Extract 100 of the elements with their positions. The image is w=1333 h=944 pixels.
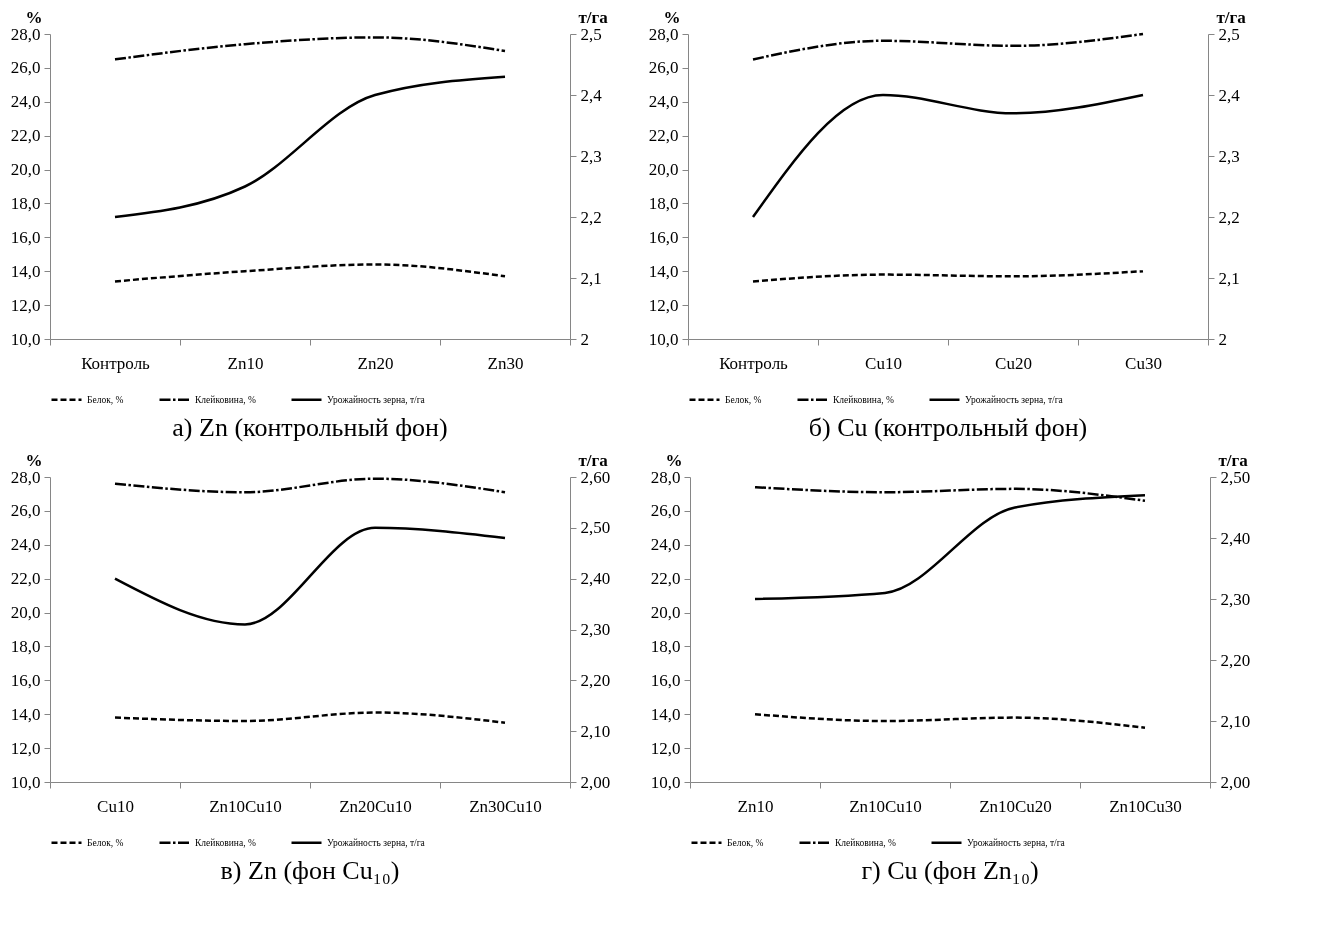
x-tick-label: Zn10Cu10 bbox=[209, 796, 282, 816]
y-tick-label: 12,0 bbox=[10, 295, 41, 315]
legend-label: Клейковина, % bbox=[835, 837, 896, 848]
y-tick-label: 20,0 bbox=[650, 603, 681, 623]
x-tick-label: Cu30 bbox=[1125, 353, 1162, 373]
x-tick-label: Cu10 bbox=[865, 353, 902, 373]
text: а) Zn (контрольный фон) bbox=[172, 413, 448, 442]
y-tick-label: 16,0 bbox=[10, 227, 41, 247]
text: в) Zn (фон Cu₁₀) bbox=[220, 856, 400, 885]
y2-tick-label: 2,5 bbox=[580, 24, 602, 44]
y-tick-label: 26,0 bbox=[10, 501, 41, 521]
y2-tick-label: 2,30 bbox=[1220, 589, 1251, 609]
y2-tick-label: 2,00 bbox=[580, 772, 611, 792]
y2-tick-label: 2,40 bbox=[1220, 528, 1251, 548]
text: б) Cu (контрольный фон) bbox=[808, 413, 1088, 442]
legend-label: Урожайность зерна, т/га bbox=[327, 837, 426, 848]
legend-label: Клейковина, % bbox=[195, 837, 256, 848]
y-tick-label: 18,0 bbox=[10, 636, 41, 656]
y-tick-label: 10,0 bbox=[650, 772, 681, 792]
y2-axis-title: т/га bbox=[578, 450, 609, 470]
y-tick-label: 18,0 bbox=[650, 636, 681, 656]
y-tick-label: 24,0 bbox=[10, 92, 41, 112]
y-tick-label: 28,0 bbox=[648, 24, 679, 44]
line-series bbox=[113, 263, 507, 283]
y-tick-label: 10,0 bbox=[10, 329, 41, 349]
line-series bbox=[751, 32, 1145, 61]
y2-tick-label: 2 bbox=[1218, 329, 1227, 349]
legend-label: Белок, % bbox=[87, 837, 124, 848]
y-tick-label: 24,0 bbox=[10, 535, 41, 555]
y-axis-title: % bbox=[25, 450, 43, 470]
x-tick-label: Cu20 bbox=[995, 353, 1032, 373]
y2-tick-label: 2,4 bbox=[1218, 85, 1241, 105]
y-tick-label: 16,0 bbox=[650, 670, 681, 690]
y2-tick-label: 2,20 bbox=[1220, 650, 1251, 670]
x-tick-label: Zn10 bbox=[737, 796, 774, 816]
y-tick-label: 14,0 bbox=[10, 704, 41, 724]
y-tick-label: 26,0 bbox=[650, 501, 681, 521]
y2-tick-label: 2,1 bbox=[580, 268, 602, 288]
y2-tick-label: 2,5 bbox=[1218, 24, 1240, 44]
legend-label: Белок, % bbox=[87, 394, 124, 405]
legend-label: Белок, % bbox=[727, 837, 764, 848]
y-axis-title: % bbox=[25, 7, 43, 27]
x-tick-label: Zn30 bbox=[487, 353, 524, 373]
y-tick-label: 24,0 bbox=[650, 535, 681, 555]
y-tick-label: 18,0 bbox=[10, 193, 41, 213]
x-tick-label: Контроль bbox=[81, 353, 151, 373]
legend-label: Белок, % bbox=[725, 394, 762, 405]
y2-tick-label: 2,3 bbox=[1218, 146, 1240, 166]
y2-tick-label: 2,2 bbox=[580, 207, 602, 227]
y-tick-label: 14,0 bbox=[10, 261, 41, 281]
y-tick-label: 28,0 bbox=[650, 467, 681, 487]
y-tick-label: 14,0 bbox=[650, 704, 681, 724]
x-tick-label: Cu10 bbox=[97, 796, 134, 816]
legend-label: Урожайность зерна, т/га bbox=[967, 837, 1066, 848]
y2-tick-label: 2,50 bbox=[1220, 467, 1251, 487]
y2-axis-title: т/га bbox=[1216, 7, 1247, 27]
y2-axis-title: т/га bbox=[1218, 450, 1249, 470]
y-tick-label: 12,0 bbox=[10, 738, 41, 758]
y-tick-label: 14,0 bbox=[648, 261, 679, 281]
y-axis-title: % bbox=[665, 450, 683, 470]
line-series bbox=[751, 269, 1145, 283]
x-tick-label: Контроль bbox=[719, 353, 789, 373]
line-series bbox=[113, 75, 507, 219]
y-tick-label: 28,0 bbox=[10, 24, 41, 44]
legend-label: Урожайность зерна, т/га bbox=[965, 394, 1064, 405]
x-tick-label: Zn10 bbox=[227, 353, 264, 373]
y-tick-label: 22,0 bbox=[648, 126, 679, 146]
y-tick-label: 18,0 bbox=[648, 193, 679, 213]
y-tick-label: 16,0 bbox=[648, 227, 679, 247]
y-tick-label: 12,0 bbox=[650, 738, 681, 758]
legend-label: Клейковина, % bbox=[195, 394, 256, 405]
y2-tick-label: 2,1 bbox=[1218, 268, 1240, 288]
y-tick-label: 16,0 bbox=[10, 670, 41, 690]
y2-tick-label: 2,2 bbox=[1218, 207, 1240, 227]
y2-tick-label: 2,20 bbox=[580, 670, 611, 690]
legend-label: Клейковина, % bbox=[833, 394, 894, 405]
y-tick-label: 10,0 bbox=[10, 772, 41, 792]
x-tick-label: Zn10Cu20 bbox=[979, 796, 1052, 816]
x-tick-label: Zn30Cu10 bbox=[469, 796, 542, 816]
text: г) Cu (фон Zn₁₀) bbox=[861, 856, 1039, 885]
y2-axis-title: т/га bbox=[578, 7, 609, 27]
line-series bbox=[753, 712, 1147, 730]
y-tick-label: 26,0 bbox=[10, 58, 41, 78]
y-tick-label: 22,0 bbox=[10, 569, 41, 589]
y2-tick-label: 2,00 bbox=[1220, 772, 1251, 792]
x-tick-label: Zn10Cu10 bbox=[849, 796, 922, 816]
legend-label: Урожайность зерна, т/га bbox=[327, 394, 426, 405]
line-series bbox=[113, 36, 507, 61]
y2-tick-label: 2 bbox=[580, 329, 589, 349]
y-tick-label: 22,0 bbox=[650, 569, 681, 589]
line-series bbox=[113, 526, 507, 626]
y-tick-label: 20,0 bbox=[10, 160, 41, 180]
y-tick-label: 24,0 bbox=[648, 92, 679, 112]
y2-tick-label: 2,3 bbox=[580, 146, 602, 166]
y-tick-label: 28,0 bbox=[10, 467, 41, 487]
y2-tick-label: 2,10 bbox=[1220, 711, 1251, 731]
x-tick-label: Zn20Cu10 bbox=[339, 796, 412, 816]
y2-tick-label: 2,10 bbox=[580, 721, 611, 741]
y-tick-label: 20,0 bbox=[10, 603, 41, 623]
y2-tick-label: 2,40 bbox=[580, 569, 611, 589]
